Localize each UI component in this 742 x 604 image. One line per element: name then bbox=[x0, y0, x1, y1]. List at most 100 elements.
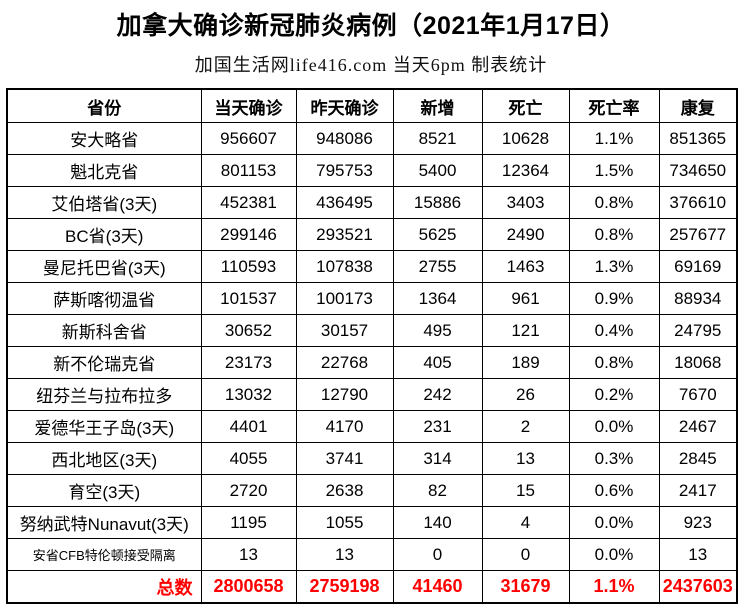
table-row: 艾伯塔省(3天) 452381 436495 15886 3403 0.8% 376610 bbox=[6, 186, 738, 219]
cell-yesterday-confirmed: 30157 bbox=[295, 314, 394, 347]
cell-yesterday-confirmed: 3741 bbox=[295, 442, 394, 475]
cell-today-confirmed: 452381 bbox=[200, 186, 297, 219]
cell-today-confirmed: 4401 bbox=[200, 410, 297, 443]
cell-today-confirmed: 801153 bbox=[200, 154, 297, 187]
column-header-death-rate: 死亡率 bbox=[568, 88, 660, 123]
cell-yesterday-confirmed: 1055 bbox=[295, 506, 394, 539]
cell-deaths: 189 bbox=[481, 346, 570, 379]
cell-yesterday-confirmed: 948086 bbox=[295, 122, 394, 155]
cell-yesterday-confirmed: 293521 bbox=[295, 218, 394, 251]
cell-deaths: 12364 bbox=[481, 154, 570, 187]
table-row: BC省(3天) 299146 293521 5625 2490 0.8% 257677 bbox=[6, 218, 738, 251]
table-row: 魁北克省 801153 795753 5400 12364 1.5% 734650 bbox=[6, 154, 738, 187]
cell-death-rate: 0.8% bbox=[568, 218, 660, 251]
header-row: 省份 当天确诊 昨天确诊 新增 死亡 死亡率 康复 bbox=[6, 88, 738, 123]
cell-death-rate: 0.4% bbox=[568, 314, 660, 347]
cell-today-confirmed: 1195 bbox=[200, 506, 297, 539]
cell-death-rate: 0.3% bbox=[568, 442, 660, 475]
cell-today-confirmed: 23173 bbox=[200, 346, 297, 379]
cell-recovered: 7670 bbox=[658, 378, 738, 411]
table-row: 西北地区(3天) 4055 3741 314 13 0.3% 2845 bbox=[6, 442, 738, 475]
total-death-rate: 1.1% bbox=[568, 570, 660, 604]
cell-yesterday-confirmed: 100173 bbox=[295, 282, 394, 315]
cell-today-confirmed: 4055 bbox=[200, 442, 297, 475]
cell-new-cases: 2755 bbox=[392, 250, 483, 283]
table-row: 育空(3天) 2720 2638 82 15 0.6% 2417 bbox=[6, 474, 738, 507]
cell-today-confirmed: 2720 bbox=[200, 474, 297, 507]
cell-recovered: 2845 bbox=[658, 442, 738, 475]
total-deaths: 31679 bbox=[481, 570, 570, 604]
cell-deaths: 2 bbox=[481, 410, 570, 443]
cell-province: 纽芬兰与拉布拉多 bbox=[6, 378, 202, 411]
total-yesterday-confirmed: 2759198 bbox=[295, 570, 394, 604]
cell-province: 安大略省 bbox=[6, 122, 202, 155]
cell-recovered: 13 bbox=[658, 538, 738, 571]
covid-table: 省份 当天确诊 昨天确诊 新增 死亡 死亡率 康复 安大略省 956607 948086 8521… bbox=[6, 88, 738, 604]
cell-recovered: 2467 bbox=[658, 410, 738, 443]
table-row: 努纳武特Nunavut(3天) 1195 1055 140 4 0.0% 923 bbox=[6, 506, 738, 539]
cell-death-rate: 0.0% bbox=[568, 538, 660, 571]
cell-deaths: 2490 bbox=[481, 218, 570, 251]
cell-new-cases: 8521 bbox=[392, 122, 483, 155]
cell-deaths: 13 bbox=[481, 442, 570, 475]
cell-new-cases: 0 bbox=[392, 538, 483, 571]
cell-recovered: 734650 bbox=[658, 154, 738, 187]
cell-death-rate: 0.0% bbox=[568, 410, 660, 443]
table-row: 纽芬兰与拉布拉多 13032 12790 242 26 0.2% 7670 bbox=[6, 378, 738, 411]
cell-death-rate: 0.8% bbox=[568, 186, 660, 219]
cell-recovered: 88934 bbox=[658, 282, 738, 315]
cell-recovered: 24795 bbox=[658, 314, 738, 347]
cell-new-cases: 15886 bbox=[392, 186, 483, 219]
cell-recovered: 376610 bbox=[658, 186, 738, 219]
table-row: 新斯科舍省 30652 30157 495 121 0.4% 24795 bbox=[6, 314, 738, 347]
cell-province: 艾伯塔省(3天) bbox=[6, 186, 202, 219]
cell-deaths: 3403 bbox=[481, 186, 570, 219]
cell-today-confirmed: 13032 bbox=[200, 378, 297, 411]
cell-province: 新不伦瑞克省 bbox=[6, 346, 202, 379]
cell-new-cases: 405 bbox=[392, 346, 483, 379]
page-subtitle: 加国生活网life416.com 当天6pm 制表统计 bbox=[194, 55, 548, 75]
cell-province: 爱德华王子岛(3天) bbox=[6, 410, 202, 443]
cell-deaths: 15 bbox=[481, 474, 570, 507]
cell-recovered: 851365 bbox=[658, 122, 738, 155]
cell-deaths: 4 bbox=[481, 506, 570, 539]
cell-province: 曼尼托巴省(3天) bbox=[6, 250, 202, 283]
cell-today-confirmed: 110593 bbox=[200, 250, 297, 283]
cell-yesterday-confirmed: 795753 bbox=[295, 154, 394, 187]
cell-death-rate: 0.9% bbox=[568, 282, 660, 315]
total-today-confirmed: 2800658 bbox=[200, 570, 297, 604]
page-title: 加拿大确诊新冠肺炎病例（2021年1月17日） bbox=[116, 12, 626, 40]
cell-deaths: 121 bbox=[481, 314, 570, 347]
cell-yesterday-confirmed: 13 bbox=[295, 538, 394, 571]
column-header-province: 省份 bbox=[6, 88, 202, 123]
cell-recovered: 18068 bbox=[658, 346, 738, 379]
cell-death-rate: 0.0% bbox=[568, 506, 660, 539]
cell-recovered: 69169 bbox=[658, 250, 738, 283]
cell-recovered: 923 bbox=[658, 506, 738, 539]
column-header-today-confirmed: 当天确诊 bbox=[200, 88, 297, 123]
cell-death-rate: 0.6% bbox=[568, 474, 660, 507]
table-body: 安大略省 956607 948086 8521 10628 1.1% 851365 魁北克省 8… bbox=[6, 122, 738, 604]
cell-yesterday-confirmed: 22768 bbox=[295, 346, 394, 379]
cell-new-cases: 314 bbox=[392, 442, 483, 475]
cell-death-rate: 1.5% bbox=[568, 154, 660, 187]
cell-new-cases: 5625 bbox=[392, 218, 483, 251]
cell-death-rate: 1.1% bbox=[568, 122, 660, 155]
cell-new-cases: 82 bbox=[392, 474, 483, 507]
cell-yesterday-confirmed: 107838 bbox=[295, 250, 394, 283]
cell-province: 萨斯喀彻温省 bbox=[6, 282, 202, 315]
cell-yesterday-confirmed: 12790 bbox=[295, 378, 394, 411]
cell-today-confirmed: 299146 bbox=[200, 218, 297, 251]
cell-province: 努纳武特Nunavut(3天) bbox=[6, 506, 202, 539]
cell-new-cases: 140 bbox=[392, 506, 483, 539]
cell-new-cases: 231 bbox=[392, 410, 483, 443]
column-header-new-cases: 新增 bbox=[392, 88, 483, 123]
table-row: 安省CFB特伦顿接受隔离 13 13 0 0 0.0% 13 bbox=[6, 538, 738, 571]
column-header-yesterday-confirmed: 昨天确诊 bbox=[295, 88, 394, 123]
cell-deaths: 10628 bbox=[481, 122, 570, 155]
cell-deaths: 961 bbox=[481, 282, 570, 315]
table-row: 爱德华王子岛(3天) 4401 4170 231 2 0.0% 2467 bbox=[6, 410, 738, 443]
cell-today-confirmed: 13 bbox=[200, 538, 297, 571]
cell-deaths: 0 bbox=[481, 538, 570, 571]
cell-province: 西北地区(3天) bbox=[6, 442, 202, 475]
